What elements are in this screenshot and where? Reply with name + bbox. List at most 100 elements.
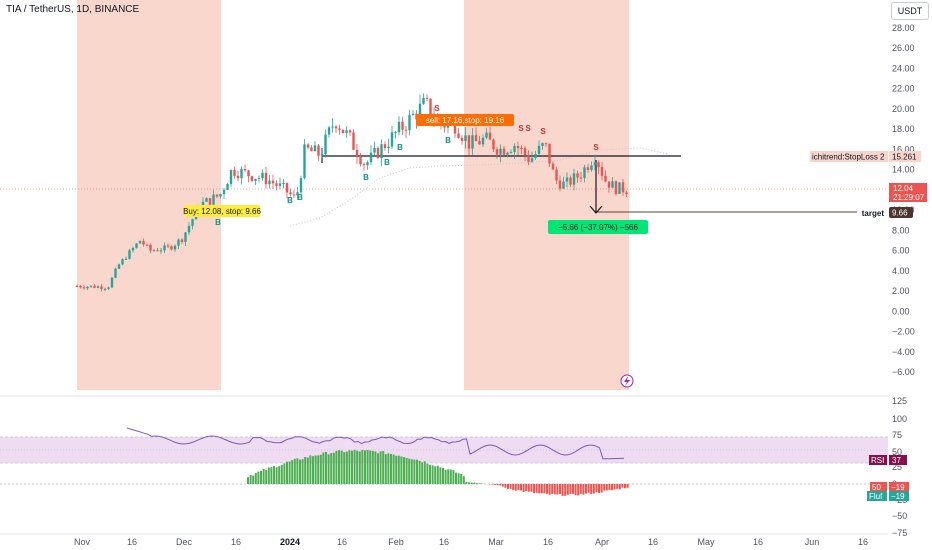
candle-body [110,277,114,288]
symbol-title[interactable]: TIA / TetherUS, 1D, BINANCE [6,4,140,15]
osc-bar [273,466,275,484]
time-axis-tick: 2024 [280,537,300,547]
candle-body [495,149,499,155]
candle-body [180,239,184,243]
candle-body [590,165,593,170]
candle-body [485,132,488,138]
candle-body [341,129,345,133]
osc-bar [387,453,390,484]
osc-bar [371,450,374,484]
svg-text:12.04: 12.04 [893,184,914,193]
candle-body [579,177,583,179]
candle-body [289,192,292,195]
candle-body [306,144,310,148]
candle-body [268,180,271,185]
osc-bar [611,484,613,491]
osc-bar [423,461,426,484]
osc-bar [447,469,450,484]
candle-body [352,132,355,150]
candle-body [520,148,523,150]
candle-body [467,135,471,149]
osc-bar [377,453,379,484]
candle-body [523,148,527,156]
candle-body [527,155,530,162]
buy-marker: B [384,158,390,167]
lightning-icon[interactable] [620,374,634,388]
osc-bar [460,473,463,484]
candle-body [408,114,411,131]
candle-body [397,121,401,133]
osc-bar [613,484,616,490]
osc-bar [556,484,559,495]
osc-bar [491,484,494,485]
currency-badge[interactable]: USDT [891,2,929,20]
candle-body [576,173,579,178]
change-text: −5.66 (−37.07%) −566 [558,223,638,232]
candle-body [348,130,352,133]
osc-bar [382,451,385,484]
sell-signal-label: sell: 17.16,stop: 19.16 [416,114,514,126]
candle-body [460,137,464,141]
osc-axis-tick: 100 [892,414,907,424]
osc-bar [434,466,437,484]
candle-body [618,182,621,194]
time-axis-tick: 16 [439,537,449,547]
candle-body [324,134,327,155]
osc-bar [527,484,530,492]
time-axis-tick: 16 [648,537,658,547]
price-axis-tick: 24.00 [892,63,915,73]
osc-bar [397,455,400,484]
candle-body [537,145,541,155]
svg-text:ichitrend:StopLoss 2: ichitrend:StopLoss 2 [812,153,885,162]
osc-bar [314,455,317,484]
osc-bar [249,475,252,484]
candle-body [488,132,492,140]
osc-bar [426,463,429,484]
osc-bar [379,451,382,484]
candle-body [502,148,506,155]
candle-body [215,194,219,197]
candle-body [443,124,446,128]
osc-bar [473,482,476,484]
osc-axis-tick: 125 [892,396,907,406]
candle-body [614,181,618,194]
candle-body [177,239,180,246]
price-axis-tick: 2.00 [892,286,910,296]
osc-bar [330,453,333,484]
osc-bar [293,458,296,484]
candle-body [359,157,362,165]
buy-marker: B [287,196,293,205]
sell-label-text: sell: 17.16,stop: 19.16 [426,116,505,125]
candle-body [159,250,163,252]
candle-body [621,182,625,193]
osc-bar [626,484,629,488]
candle-body [544,143,548,145]
osc-bar [317,455,320,484]
osc-bar [436,465,439,484]
candle-body [401,121,404,130]
sell-marker: S [540,127,546,136]
candle-body [233,170,236,176]
price-axis-tick: 8.00 [892,225,910,235]
candle-body [327,127,331,135]
osc-bar [257,471,260,484]
osc-bar [319,454,322,484]
price-axis-tick: 26.00 [892,43,915,53]
candle-body [611,181,614,188]
candle-body [240,168,243,179]
osc-bar [361,449,364,484]
candle-body [586,167,590,170]
candle-body [369,152,373,163]
candle-body [145,244,149,246]
osc-bar [546,484,548,494]
osc-tag: 50 −19 [870,482,909,492]
candle-body [173,245,177,250]
osc-bar [553,484,556,495]
osc-bar [325,451,327,484]
osc-bar [582,484,585,495]
osc-bar [348,450,351,484]
osc-bar [514,484,517,491]
osc-bar [291,460,294,484]
candle-body [191,219,194,226]
